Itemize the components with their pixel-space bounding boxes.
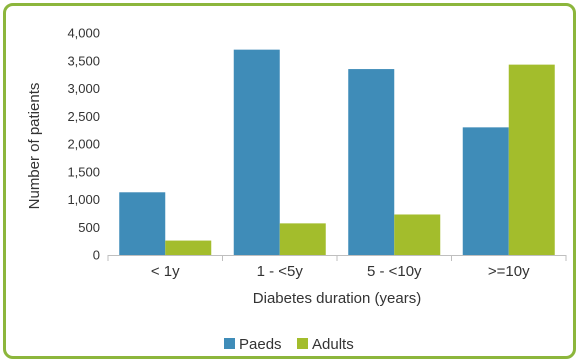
- bar-adults-0: [165, 240, 212, 255]
- x-tick-label: < 1y: [151, 263, 180, 280]
- legend-swatch-paeds: [224, 338, 235, 349]
- y-tick-label: 4,000: [67, 26, 100, 41]
- y-tick-label: 500: [78, 220, 100, 235]
- bar-adults-1: [279, 223, 326, 255]
- x-tick-label: >=10y: [488, 263, 530, 280]
- y-tick-label: 1,000: [67, 192, 100, 207]
- legend-swatch-adults: [297, 338, 308, 349]
- legend-label-adults: Adults: [312, 336, 354, 353]
- x-axis-ticks: < 1y 1 - <5y 5 - <10y >=10y: [107, 255, 567, 280]
- y-tick-label: 2,500: [67, 109, 100, 124]
- bar-paeds-2: [348, 69, 395, 255]
- y-tick-label: 3,500: [67, 53, 100, 68]
- bar-paeds-1: [233, 49, 280, 256]
- legend: Paeds Adults: [224, 336, 354, 353]
- x-axis-title: Diabetes duration (years): [253, 290, 421, 307]
- bars: [119, 49, 555, 256]
- legend-label-paeds: Paeds: [239, 336, 282, 353]
- y-axis-title: Number of patients: [26, 83, 43, 210]
- bar-adults-2: [394, 214, 441, 255]
- x-tick-label: 1 - <5y: [257, 263, 304, 280]
- bar-paeds-3: [462, 127, 509, 255]
- x-tick-label: 5 - <10y: [367, 263, 422, 280]
- bar-paeds-0: [119, 192, 166, 255]
- y-tick-label: 1,500: [67, 164, 100, 179]
- y-axis-ticks: 0 500 1,000 1,500 2,000 2,500 3,000 3,500 4,000: [67, 26, 100, 263]
- y-tick-label: 2,000: [67, 137, 100, 152]
- bar-adults-3: [508, 64, 555, 255]
- y-tick-label: 0: [93, 248, 100, 263]
- y-tick-label: 3,000: [67, 81, 100, 96]
